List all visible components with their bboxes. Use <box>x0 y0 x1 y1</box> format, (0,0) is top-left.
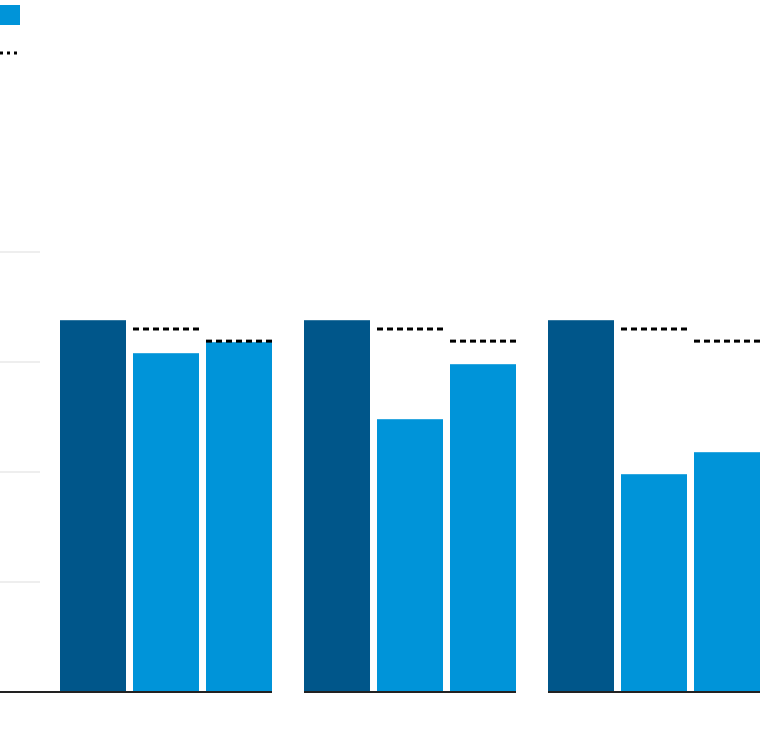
bar <box>133 353 199 692</box>
bar <box>548 320 614 692</box>
bar <box>304 320 370 692</box>
bar <box>621 474 687 692</box>
bar <box>377 419 443 692</box>
bar <box>206 342 272 692</box>
legend-swatch <box>0 5 20 25</box>
bar <box>450 364 516 692</box>
bar <box>60 320 126 692</box>
bar <box>694 452 760 692</box>
